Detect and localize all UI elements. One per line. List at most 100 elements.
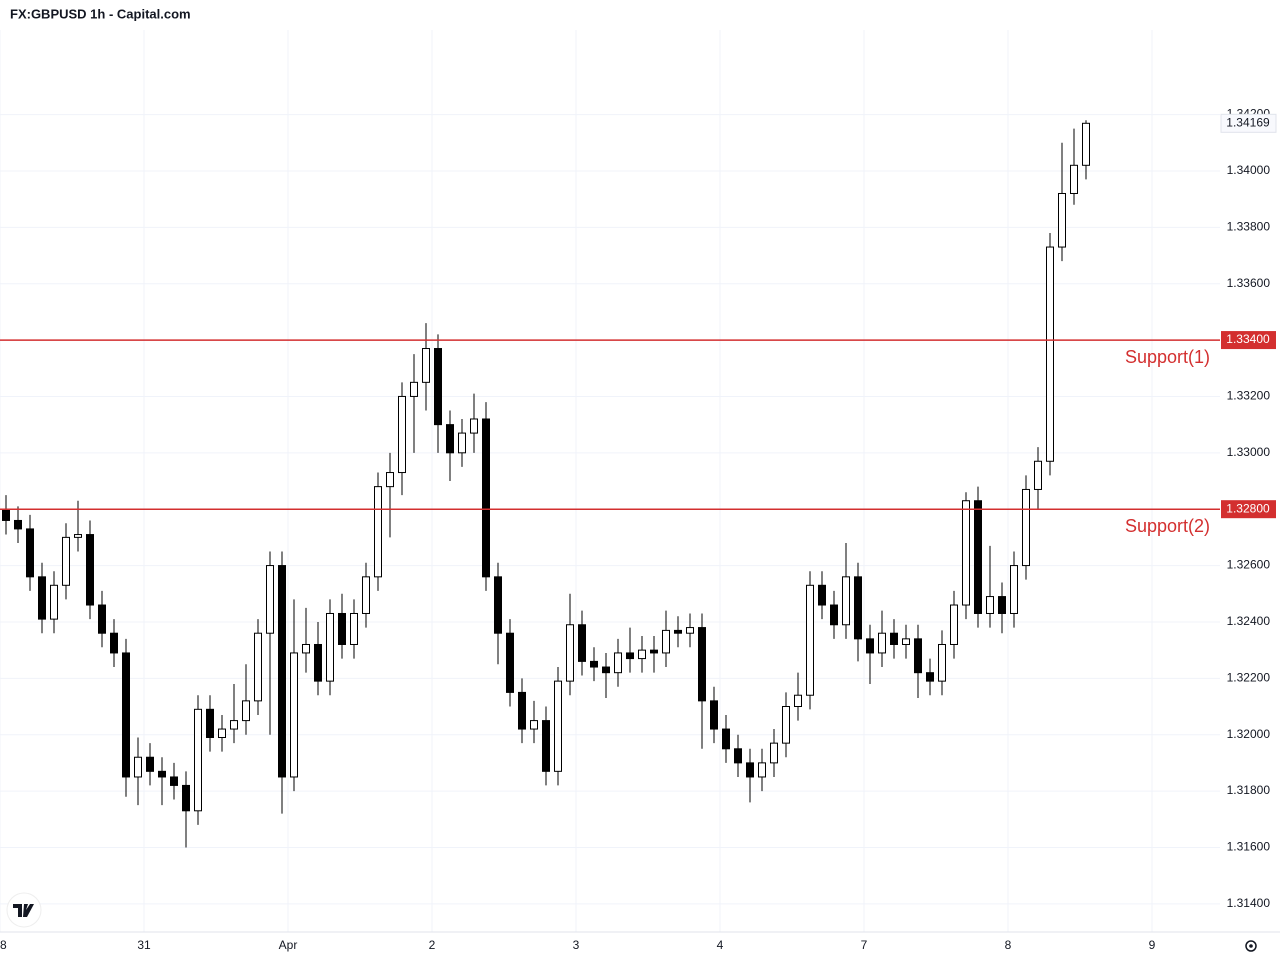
x-tick-label: 7 (861, 938, 868, 952)
candle-body (974, 500, 982, 614)
candle-body (470, 418, 478, 434)
y-tick-label: 1.33000 (1227, 445, 1271, 459)
y-tick-label: 1.31400 (1227, 896, 1271, 910)
candle-body (638, 649, 646, 660)
candle-body (74, 534, 82, 538)
candle-body (782, 706, 790, 744)
candle-body (554, 680, 562, 772)
candle-body (542, 720, 550, 772)
candle-body (278, 565, 286, 778)
candle-body (362, 576, 370, 614)
x-tick-label: Apr (279, 938, 298, 952)
y-tick-label: 1.32200 (1227, 670, 1271, 684)
y-tick-label: 1.32000 (1227, 727, 1271, 741)
candle-body (590, 660, 598, 668)
x-tick-label: 8 (1005, 938, 1012, 952)
candle-body (890, 632, 898, 645)
candle-body (350, 612, 358, 645)
chart-title: FX:GBPUSD 1h - Capital.com (10, 6, 191, 21)
candle-body (746, 762, 754, 778)
y-tick-label: 1.34000 (1227, 163, 1271, 177)
candle-body (1046, 246, 1054, 462)
x-tick-label: 9 (1149, 938, 1156, 952)
last-price-tag (1220, 113, 1277, 133)
candle-body (998, 596, 1006, 614)
candle-body (254, 632, 262, 702)
candle-body (374, 486, 382, 578)
candle-body (950, 604, 958, 645)
candle-body (98, 604, 106, 634)
candle-body (1010, 565, 1018, 614)
candle-body (26, 528, 34, 578)
candle-body (326, 612, 334, 682)
candle-body (794, 694, 802, 707)
candle-body (446, 424, 454, 454)
candle-body (926, 672, 934, 682)
candle-body (410, 381, 418, 397)
y-tick-label: 1.32600 (1227, 558, 1271, 572)
candle-body (122, 652, 130, 778)
candle-body (902, 638, 910, 645)
price-tag-label: 1.33400 (1226, 332, 1270, 346)
y-tick-label: 1.31600 (1227, 840, 1271, 854)
candle-body (170, 776, 178, 786)
candle-body (50, 584, 58, 620)
candle-body (134, 756, 142, 778)
tv-logo (6, 892, 42, 928)
candle-body (14, 519, 22, 530)
candle-body (578, 624, 586, 662)
candle-body (386, 472, 394, 488)
settings-icon[interactable] (1245, 940, 1257, 952)
candle-body (866, 638, 874, 654)
candle-body (422, 348, 430, 383)
y-tick-label: 1.33200 (1227, 389, 1271, 403)
candle-body (110, 632, 118, 654)
candle-body (218, 728, 226, 739)
candle-body (266, 565, 274, 634)
candle-body (530, 720, 538, 730)
candle-body (662, 629, 670, 654)
candle-body (962, 500, 970, 606)
candle-body (398, 395, 406, 474)
candle-body (38, 576, 46, 620)
candle-body (146, 756, 154, 772)
candle-body (830, 604, 838, 626)
candle-body (1058, 192, 1066, 248)
candle-body (842, 576, 850, 626)
candle-body (626, 652, 634, 660)
price-tag (1221, 500, 1276, 519)
x-tick-label: 28 (0, 938, 7, 952)
candle-body (434, 348, 442, 426)
candle-body (914, 638, 922, 674)
candle-body (518, 691, 526, 730)
candle-body (458, 432, 466, 454)
price-tag-label: 1.32800 (1226, 501, 1270, 515)
candle-body (818, 584, 826, 606)
candle-body (302, 643, 310, 654)
candle-body (602, 666, 610, 674)
candle-body (290, 652, 298, 778)
candle-body (482, 418, 490, 578)
candle-body (686, 627, 694, 634)
candle-body (710, 700, 718, 730)
candle-body (338, 612, 346, 645)
candle-body (614, 652, 622, 674)
y-tick-label: 1.31800 (1227, 783, 1271, 797)
candle-body (194, 708, 202, 812)
candle-body (806, 584, 814, 696)
y-tick-label: 1.33800 (1227, 219, 1271, 233)
candle-body (1070, 164, 1078, 194)
x-tick-label: 3 (573, 938, 580, 952)
candle-body (314, 643, 322, 682)
support-name: Support(2) (1125, 516, 1210, 536)
candle-body (242, 700, 250, 722)
candle-body (86, 534, 94, 606)
candle-body (206, 708, 214, 739)
last-price-label: 1.34169 (1226, 115, 1270, 129)
support-name: Support(1) (1125, 347, 1210, 367)
candle-body (734, 748, 742, 764)
candle-body (722, 728, 730, 750)
candle-body (506, 632, 514, 693)
candle-body (650, 649, 658, 654)
